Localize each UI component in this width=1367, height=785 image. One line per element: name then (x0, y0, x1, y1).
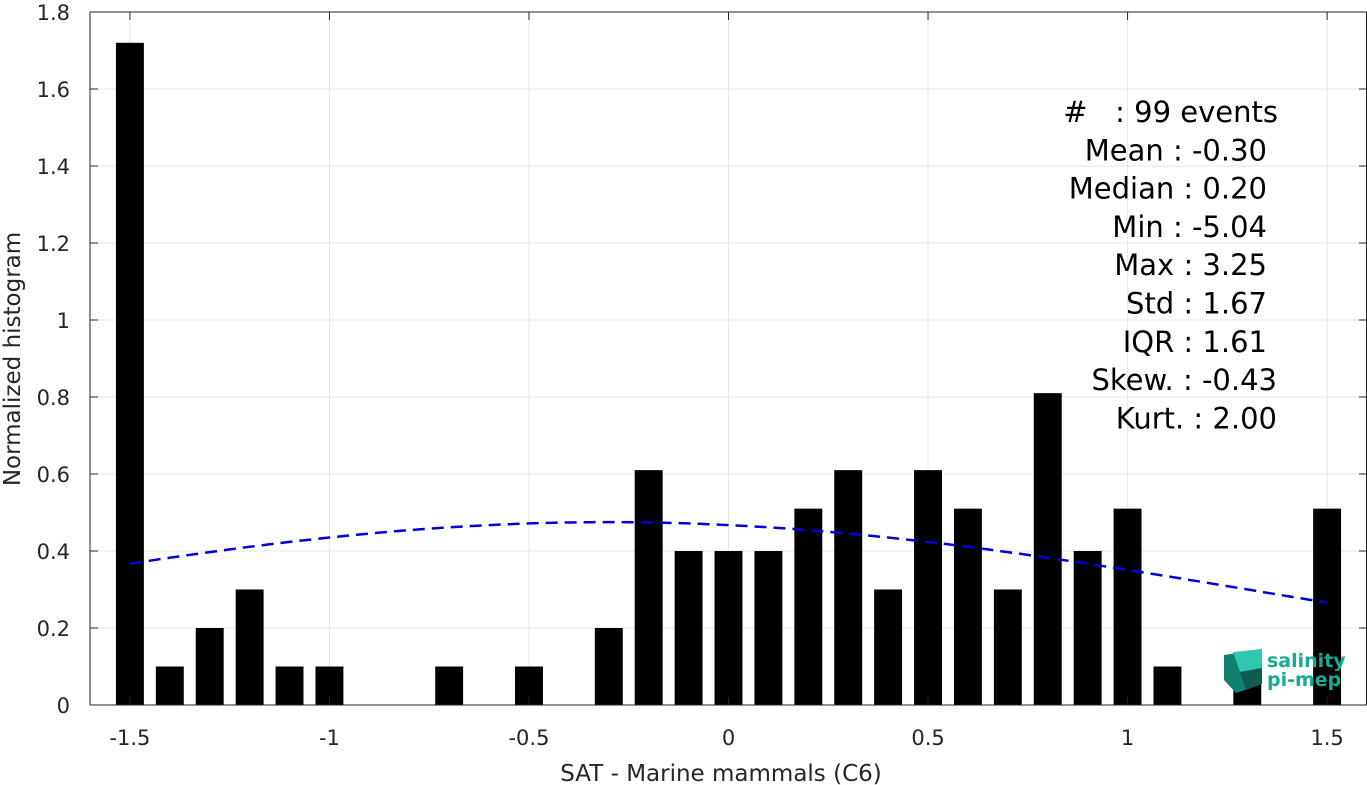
y-tick-label-1: 0.2 (37, 617, 70, 641)
histogram-bar-0 (115, 42, 144, 706)
y-tick-label-7: 1.4 (37, 155, 70, 179)
stat-line-3: Min : -5.04 (1112, 210, 1267, 244)
x-tick-label-2: -0.5 (508, 726, 549, 750)
histogram-bar-14 (834, 470, 863, 705)
statistics-panel: # : 99 events Mean : -0.30 Median : 0.20 Mi… (1063, 95, 1278, 435)
histogram-bar-6 (435, 666, 464, 705)
histogram-bar-16 (914, 470, 942, 705)
x-tick-label-6: 1.5 (1310, 726, 1343, 750)
histogram-bar-9 (634, 470, 663, 705)
y-tick-label-2: 0.4 (37, 540, 70, 564)
gaussian-fit-curve (129, 520, 1328, 604)
stat-line-6: IQR : 1.61 (1123, 325, 1267, 359)
y-tick-label-3: 0.6 (37, 463, 70, 487)
histogram-bar-12 (754, 551, 783, 705)
y-tick-label-9: 1.8 (37, 1, 70, 25)
y-tick-label-4: 0.8 (37, 386, 70, 410)
stat-line-8: Kurt. : 2.00 (1116, 401, 1277, 435)
stat-line-4: Max : 3.25 (1114, 248, 1267, 282)
y-tick-label-6: 1.2 (37, 232, 70, 256)
stat-line-5: Std : 1.67 (1126, 287, 1267, 321)
histogram-bars (115, 42, 1342, 706)
histogram-bar-8 (594, 628, 623, 705)
x-axis-ticks: -1.5 -1 -0.5 0 0.5 1 1.5 (109, 12, 1344, 750)
y-axis-ticks: 0 0.2 0.4 0.6 0.8 1 1.2 1.4 1.6 1.8 (37, 1, 1367, 718)
histogram-bar-3 (235, 589, 264, 705)
logo-mark-icon (1224, 649, 1262, 693)
stat-line-1: Mean : -0.30 (1085, 133, 1267, 167)
histogram-bar-13 (794, 508, 823, 705)
y-tick-label-5: 1 (57, 309, 70, 333)
histogram-bar-22 (1153, 666, 1182, 705)
x-tick-label-0: -1.5 (109, 726, 150, 750)
logo-text-line2: pi-mep (1267, 669, 1341, 691)
x-axis-label: SAT - Marine mammals (C6) (560, 761, 882, 785)
histogram-bar-17 (953, 508, 982, 705)
logo-text-line1: salinity (1267, 650, 1346, 672)
stat-line-2: Median : 0.20 (1069, 172, 1267, 206)
salinity-pi-mep-logo: salinity pi-mep (1224, 649, 1346, 693)
y-axis-label: Normalized histogram (0, 232, 26, 486)
y-tick-label-0: 0 (57, 694, 70, 718)
histogram-bar-20 (1073, 551, 1102, 705)
x-tick-label-5: 1 (1121, 726, 1134, 750)
histogram-bar-10 (674, 551, 703, 705)
histogram-bar-19 (1033, 393, 1062, 705)
histogram-bar-21 (1113, 508, 1142, 705)
x-tick-label-1: -1 (319, 726, 340, 750)
histogram-bar-4 (275, 666, 304, 705)
stat-line-7: Skew. : -0.43 (1091, 363, 1277, 397)
histogram-bar-15 (874, 589, 903, 705)
histogram-bar-11 (714, 551, 743, 705)
stat-line-0: # : 99 events (1063, 95, 1278, 129)
y-tick-label-8: 1.6 (37, 78, 70, 102)
histogram-bar-1 (155, 666, 184, 705)
histogram-bar-2 (195, 628, 224, 705)
histogram-bar-24 (1313, 508, 1342, 705)
histogram-bar-18 (993, 589, 1022, 705)
x-tick-label-3: 0 (722, 726, 735, 750)
x-tick-label-4: 0.5 (911, 726, 944, 750)
